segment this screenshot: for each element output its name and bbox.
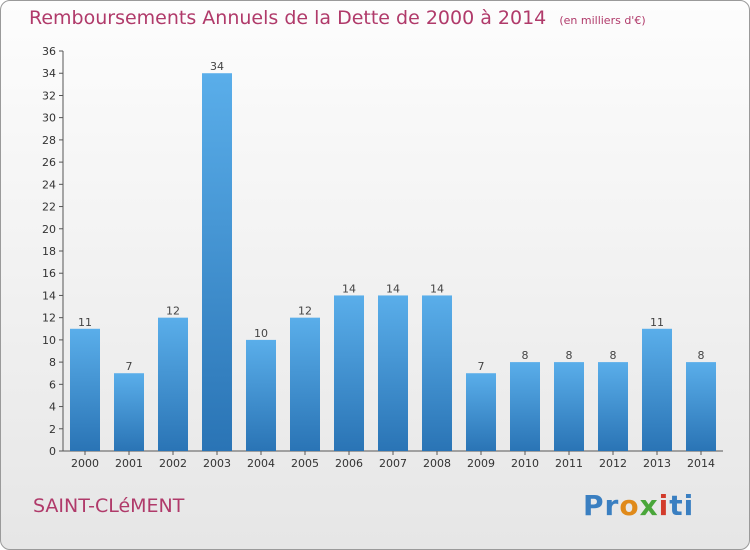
x-tick-label: 2009 [467,457,495,470]
x-tick-label: 2006 [335,457,363,470]
x-tick-label: 2008 [423,457,451,470]
y-tick-label: 2 [49,423,56,436]
y-tick-label: 22 [42,201,56,214]
bar-value-label: 14 [386,282,400,295]
bar-value-label: 8 [522,349,529,362]
bar-value-label: 12 [298,305,312,318]
x-tick-label: 2000 [71,457,99,470]
x-tick-label: 2014 [687,457,715,470]
bar [422,295,452,451]
y-tick-label: 12 [42,312,56,325]
bars [70,73,716,451]
bar-value-label: 7 [478,360,485,373]
bar [686,362,716,451]
bar-value-label: 14 [342,282,356,295]
bar-value-label: 8 [566,349,573,362]
y-tick-label: 18 [42,245,56,258]
commune-name: SAINT-CLéMENT [33,495,185,517]
y-tick-label: 16 [42,267,56,280]
bar-value-label: 8 [610,349,617,362]
bar-value-label: 12 [166,305,180,318]
title-main: Remboursements Annuels de la Dette de 20… [29,7,547,29]
proxiti-logo: Proxiti [583,489,695,522]
bar [642,328,672,451]
bar [202,73,232,451]
y-tick-label: 32 [42,89,56,102]
y-tick-label: 34 [42,67,56,80]
bar [246,339,276,451]
bar [290,317,320,451]
bar-value-label: 10 [254,327,268,340]
x-tick-label: 2001 [115,457,143,470]
y-tick-label: 4 [49,401,56,414]
bar [510,362,540,451]
chart-title: Remboursements Annuels de la Dette de 20… [29,7,646,29]
y-tick-label: 10 [42,334,56,347]
x-tick-label: 2004 [247,457,275,470]
x-tick-label: 2011 [555,457,583,470]
y-tick-label: 8 [49,356,56,369]
x-tick-label: 2005 [291,457,319,470]
bar [378,295,408,451]
bar [554,362,584,451]
value-labels: 11 7 12 34 10 12 14 14 14 7 8 8 8 11 8 [78,60,705,373]
bar [70,328,100,451]
y-tick-label: 36 [42,45,56,58]
x-tick-label: 2003 [203,457,231,470]
y-tick-label: 28 [42,134,56,147]
bar-value-label: 8 [698,349,705,362]
bar-value-label: 11 [650,316,664,329]
x-tick-label: 2010 [511,457,539,470]
y-tick-label: 14 [42,289,56,302]
y-tick-label: 6 [49,378,56,391]
bar [598,362,628,451]
x-tick-label: 2013 [643,457,671,470]
bar-value-label: 14 [430,282,444,295]
x-tick-label: 2012 [599,457,627,470]
bar [114,373,144,451]
y-tick-label: 24 [42,178,56,191]
bar [158,317,188,451]
bar-value-label: 11 [78,316,92,329]
bar [334,295,364,451]
bar [466,373,496,451]
y-tick-label: 30 [42,112,56,125]
title-unit: (en milliers d'€) [559,14,646,27]
bar-value-label: 34 [210,60,224,73]
x-tick-label: 2007 [379,457,407,470]
y-tick-label: 0 [49,445,56,458]
bar-value-label: 7 [126,360,133,373]
y-tick-label: 20 [42,223,56,236]
x-tick-label: 2002 [159,457,187,470]
y-tick-label: 26 [42,156,56,169]
